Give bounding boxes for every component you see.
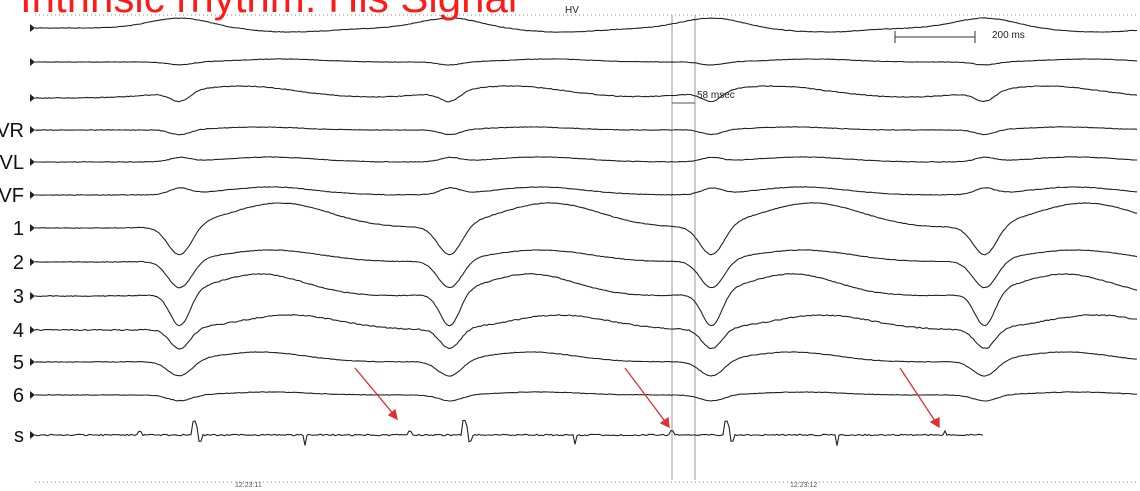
hv-label: HV xyxy=(565,5,579,16)
background xyxy=(0,0,1140,491)
tracing-slide: VR VL VF 1 2 3 4 5 6 s Intrinsic rhythm: His Sign… xyxy=(0,0,1140,491)
lead-label: VL xyxy=(0,152,24,174)
timestamp: 12:23:12 xyxy=(790,482,817,489)
lead-label: 1 xyxy=(13,218,24,240)
lead-label: VF xyxy=(0,185,24,207)
lead-label: 3 xyxy=(13,286,24,308)
lead-label: s xyxy=(14,425,24,447)
scale-label: 200 ms xyxy=(992,30,1025,41)
lead-label: 2 xyxy=(13,252,24,274)
lead-label: VR xyxy=(0,120,24,142)
page: VR VL VF 1 2 3 4 5 6 s Intrinsic rhythm: His Sign… xyxy=(0,0,1140,491)
slide-title: Intrinsic rhythm: His Signal xyxy=(20,0,517,21)
timestamp: 12:23:11 xyxy=(235,482,262,489)
lead-label: 5 xyxy=(13,352,24,374)
interval-label: 58 msec xyxy=(697,90,735,101)
lead-label: 4 xyxy=(13,320,24,342)
lead-label: 6 xyxy=(13,385,24,407)
